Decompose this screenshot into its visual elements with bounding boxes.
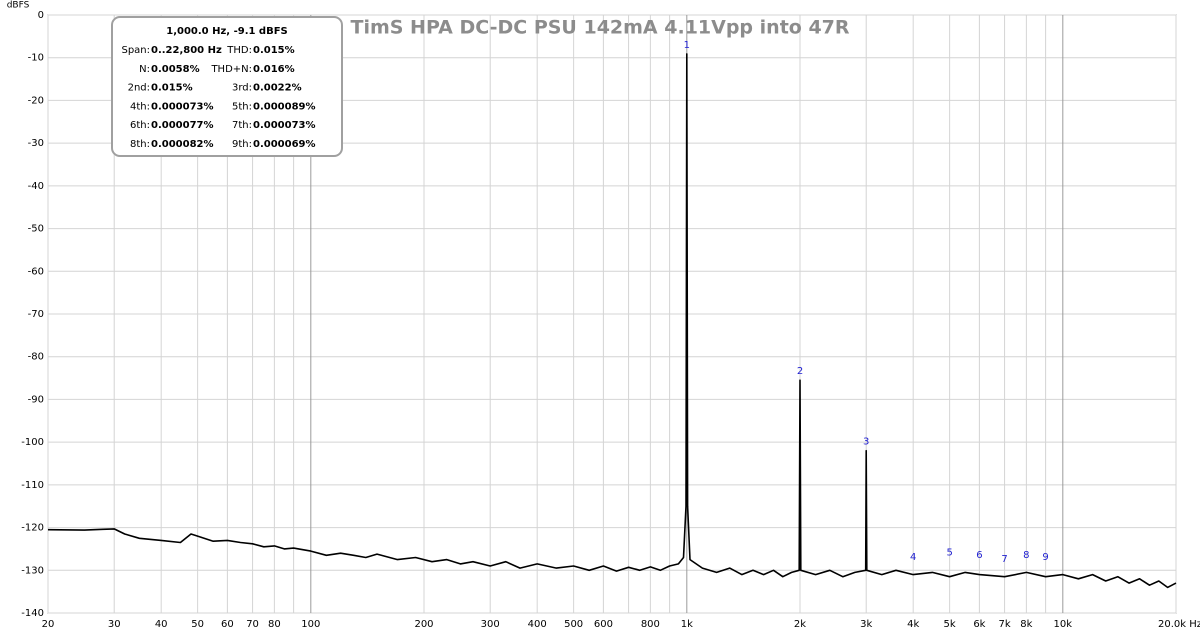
info-label: N:: [139, 64, 150, 75]
x-tick-label: 10k: [1054, 619, 1073, 630]
y-tick-label: -10: [28, 53, 44, 64]
y-tick-label: -60: [28, 266, 44, 277]
x-tick-label: 80: [268, 619, 281, 630]
info-label: Span:: [121, 45, 150, 56]
x-tick-label: 20: [42, 619, 55, 630]
info-label: 2nd:: [128, 83, 150, 94]
x-tick-label: 400: [528, 619, 547, 630]
harmonic-marker: 6: [976, 550, 982, 561]
y-tick-label: -140: [21, 608, 44, 619]
y-tick-label: -80: [28, 352, 44, 363]
harmonic-marker: 5: [946, 548, 952, 559]
info-value: 0.000069%: [253, 139, 316, 150]
info-value: 0.0022%: [253, 83, 302, 94]
info-value: 0.015%: [151, 83, 193, 94]
x-tick-label: 70: [246, 619, 259, 630]
harmonic-marker: 3: [863, 437, 869, 448]
x-tick-label: 1k: [681, 619, 693, 630]
harmonic-marker: 8: [1023, 550, 1029, 561]
x-tick-label: 60: [221, 619, 234, 630]
info-value: 0.000073%: [253, 120, 316, 131]
x-tick-label: 200: [414, 619, 433, 630]
info-box-frame: [111, 16, 343, 157]
info-label: 4th:: [130, 101, 150, 112]
harmonic-marker: 9: [1042, 552, 1048, 563]
x-tick-label: 3k: [860, 619, 872, 630]
y-tick-label: -110: [21, 480, 44, 491]
info-value: 0.000082%: [151, 139, 214, 150]
x-tick-label: 7k: [998, 619, 1010, 630]
y-tick-label: -50: [28, 224, 44, 235]
y-tick-label: -100: [21, 437, 44, 448]
info-label: 6th:: [130, 120, 150, 131]
info-label: THD:: [226, 45, 252, 56]
y-tick-label: -120: [21, 523, 44, 534]
info-value: 0.0058%: [151, 64, 200, 75]
info-label: 9th:: [232, 139, 252, 150]
harmonic-marker: 1: [684, 40, 690, 51]
y-tick-label: -130: [21, 565, 44, 576]
x-tick-label: 100: [301, 619, 320, 630]
x-tick-label: 800: [641, 619, 660, 630]
x-tick-label: 5k: [944, 619, 956, 630]
ticks: 0 -10 -20 -30 -40 -50 -60 -70 -80 -90 -100 -110 -120…: [21, 10, 1200, 630]
x-tick-label: 2k: [794, 619, 806, 630]
info-label: 7th:: [232, 120, 252, 131]
y-tick-label: -30: [28, 138, 44, 149]
x-tick-label: 300: [481, 619, 500, 630]
info-label: THD+N:: [210, 64, 252, 75]
y-tick-label: 0: [38, 10, 44, 21]
chart-title: TimS HPA DC-DC PSU 142mA 4.11Vpp into 47…: [350, 17, 849, 39]
x-tick-label: 30: [108, 619, 121, 630]
lines: [47, 53, 1177, 589]
info-label: 3rd:: [232, 83, 252, 94]
x-tick-label: 4k: [907, 619, 919, 630]
x-tick-label: 40: [155, 619, 168, 630]
harmonic-marker: 7: [1001, 554, 1007, 565]
info-value: 0..22,800 Hz: [151, 45, 222, 56]
y-axis-label: dBFS: [7, 1, 30, 11]
info-value: 0.015%: [253, 45, 295, 56]
info-label: 5th:: [232, 101, 252, 112]
grid: [47, 14, 1177, 614]
info-value: 0.000077%: [151, 120, 214, 131]
info-value: 0.016%: [253, 64, 295, 75]
x-tick-label: 6k: [973, 619, 985, 630]
harmonic-marker: 2: [797, 366, 803, 377]
info-value: 0.000073%: [151, 101, 214, 112]
info-box: 1,000.0 Hz, -9.1 dBFS Span: 0..22,800 Hz T…: [111, 16, 343, 157]
info-value: 0.000089%: [253, 101, 316, 112]
info-header: 1,000.0 Hz, -9.1 dBFS: [166, 26, 288, 37]
y-tick-label: -90: [28, 394, 44, 405]
harmonic-marker: 4: [910, 552, 916, 563]
x-tick-label: 600: [594, 619, 613, 630]
y-tick-label: -40: [28, 181, 44, 192]
x-tick-label: 50: [191, 619, 204, 630]
y-tick-label: -70: [28, 309, 44, 320]
spectrum-line: [47, 53, 1177, 589]
x-tick-label: 500: [564, 619, 583, 630]
x-tick-label: 8k: [1020, 619, 1032, 630]
info-label: 8th:: [130, 139, 150, 150]
y-tick-label: -20: [28, 95, 44, 106]
x-tick-label: 20.0k Hz: [1158, 619, 1200, 630]
